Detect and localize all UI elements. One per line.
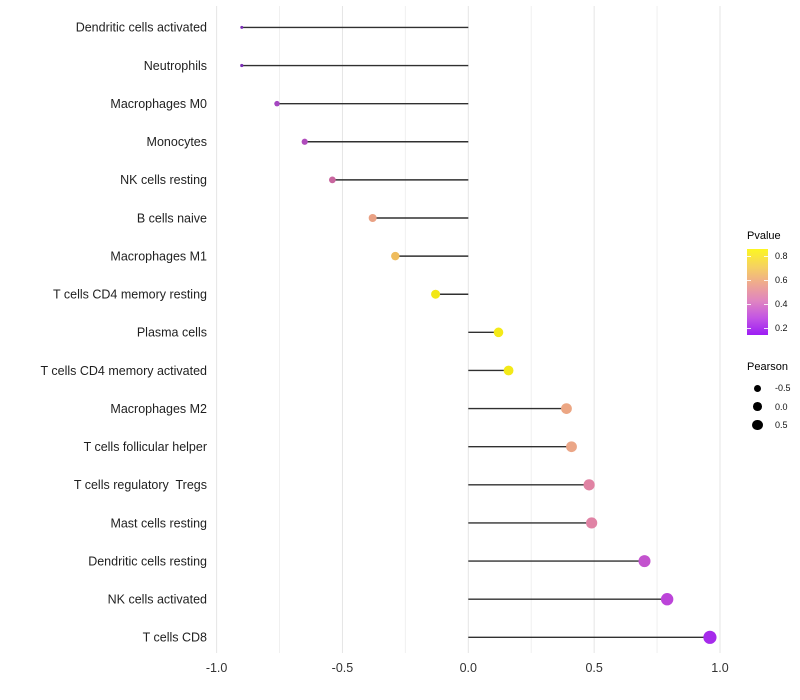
pvalue-colorbar <box>747 249 768 335</box>
lollipop-dot <box>368 214 377 222</box>
pvalue-colorbar-tick <box>764 328 768 329</box>
pearson-legend-title: Pearson <box>747 361 788 373</box>
x-tick-label: -0.5 <box>332 661 354 675</box>
category-label: T cells follicular helper <box>84 440 207 454</box>
lollipop-dot <box>586 517 598 529</box>
pvalue-tick-label: 0.8 <box>775 251 788 261</box>
x-tick-label: 1.0 <box>711 661 728 675</box>
lollipop-dot <box>638 555 651 568</box>
category-label: NK cells resting <box>120 173 207 187</box>
lollipop-dot <box>660 593 674 606</box>
lollipop-dot <box>274 100 280 107</box>
pvalue-colorbar-tick <box>747 280 751 281</box>
pearson-legend-item: 0.5 <box>747 416 800 435</box>
lollipop-dot <box>328 176 336 184</box>
x-tick-label: 0.5 <box>585 661 602 675</box>
category-label: T cells CD4 memory resting <box>53 288 207 302</box>
pearson-tick-label: 0.0 <box>775 401 788 412</box>
pearson-size-dot <box>754 384 761 392</box>
pvalue-colorbar-tick <box>764 256 768 257</box>
pvalue-colorbar-wrap: 0.8 0.6 0.4 0.2 <box>747 249 800 335</box>
x-tick-label: 0.0 <box>460 661 477 675</box>
pearson-legend-items: -0.5 0.0 0.5 <box>747 379 800 435</box>
category-label: Dendritic cells activated <box>76 21 207 35</box>
pvalue-colorbar-tick <box>764 304 768 305</box>
pvalue-legend-title: Pvalue <box>747 230 781 242</box>
category-label: NK cells activated <box>108 593 207 607</box>
pearson-size-dot <box>752 420 763 431</box>
category-label: T cells regulatory Tregs <box>74 478 207 492</box>
pvalue-legend: Pvalue 0.8 0.6 0.4 0.2 <box>747 230 800 335</box>
pvalue-colorbar-tick <box>747 328 751 329</box>
category-label: Macrophages M0 <box>110 97 207 111</box>
pvalue-colorbar-tick <box>747 304 751 305</box>
pvalue-tick-label: 0.2 <box>775 323 788 333</box>
lollipop-dot <box>431 289 441 299</box>
pearson-tick-label: -0.5 <box>775 383 791 394</box>
pearson-size-dot <box>753 402 762 412</box>
lollipop-dot <box>240 63 244 68</box>
pearson-legend: Pearson -0.5 0.0 0.5 <box>747 361 800 435</box>
category-label: Macrophages M1 <box>110 249 207 263</box>
x-tick-label: -1.0 <box>206 661 228 675</box>
lollipop-dot <box>391 251 400 261</box>
category-label: Plasma cells <box>137 326 207 340</box>
pvalue-colorbar-tick <box>764 280 768 281</box>
lollipop-dot <box>561 403 572 414</box>
category-label: Dendritic cells resting <box>88 554 207 568</box>
lollipop-dot <box>240 25 244 29</box>
lollipop-dot <box>301 138 308 145</box>
category-label: T cells CD8 <box>143 631 207 645</box>
category-label: T cells CD4 memory activated <box>41 364 208 378</box>
lollipop-dot <box>493 327 504 338</box>
category-label: Neutrophils <box>144 59 207 73</box>
lollipop-dot <box>503 365 514 376</box>
pearson-legend-item: 0.0 <box>747 398 800 417</box>
pvalue-tick-label: 0.6 <box>775 275 788 285</box>
lollipop-dot <box>583 479 595 491</box>
pvalue-colorbar-tick <box>747 256 751 257</box>
category-label: B cells naive <box>137 211 207 225</box>
pvalue-tick-label: 0.4 <box>775 299 788 309</box>
category-label: Monocytes <box>147 135 207 149</box>
lollipop-dot <box>566 441 577 453</box>
pearson-tick-label: 0.5 <box>775 420 788 431</box>
lollipop-dot <box>703 630 717 644</box>
pearson-legend-item: -0.5 <box>747 379 800 398</box>
category-label: Macrophages M2 <box>110 402 207 416</box>
category-label: Mast cells resting <box>110 516 207 530</box>
